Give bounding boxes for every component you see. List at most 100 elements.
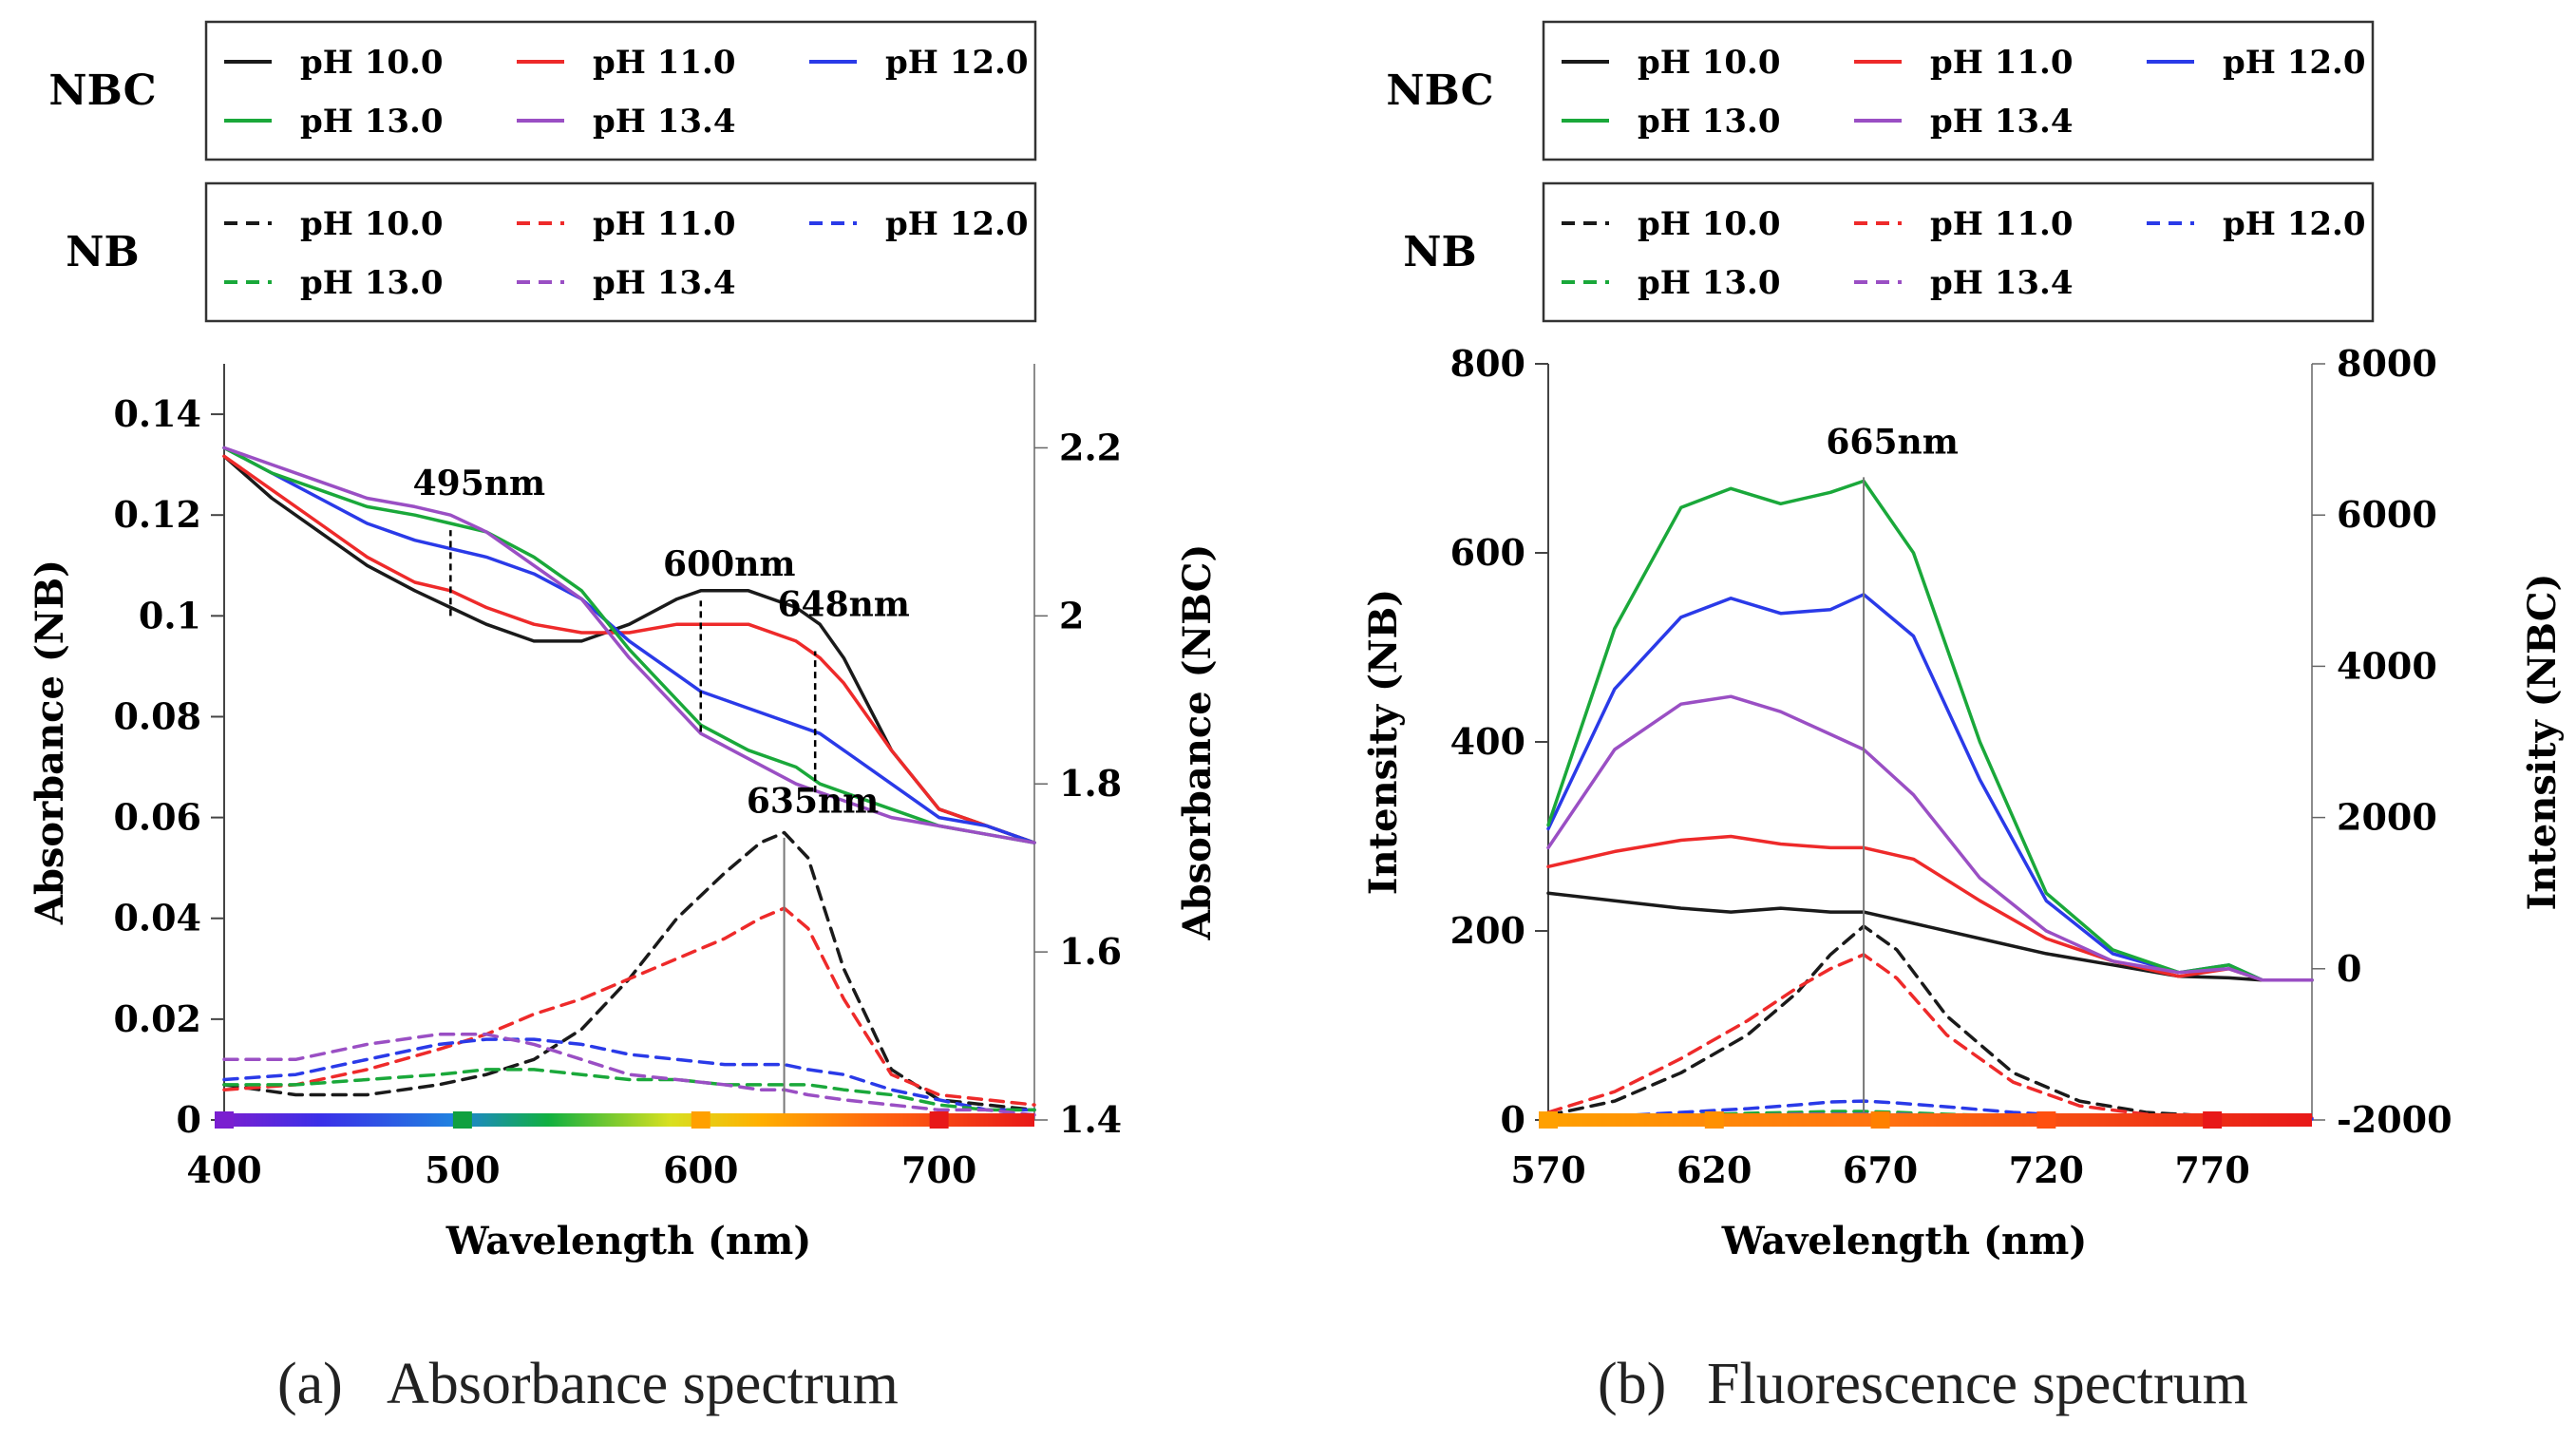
y2-tick-label: 8000: [2337, 342, 2437, 385]
series-line-nbc-100: [1546, 891, 2314, 982]
legend-entry: pH 11.0: [593, 205, 736, 243]
legend-entry: pH 13.4: [593, 264, 736, 302]
x-tick-label: 570: [1510, 1148, 1585, 1191]
legend-group-label: NBC: [48, 66, 156, 115]
legend-entry: pH 11.0: [1930, 44, 2074, 82]
x-tick-label: 700: [901, 1148, 976, 1191]
series-line-nb-100: [222, 830, 1036, 1112]
annotation-label: 600nm: [663, 544, 795, 584]
y2-axis-label: Intensity (NBC): [2520, 574, 2565, 911]
series-line-nbc-130: [222, 446, 1036, 844]
y-tick-label: 0.06: [113, 796, 201, 839]
spectrum-tick-marker: [929, 1111, 949, 1129]
x-tick-label: 670: [1843, 1148, 1918, 1191]
series-line-nb-110: [1546, 953, 2314, 1120]
legend-entry: pH 12.0: [2223, 205, 2366, 243]
legend-box: [204, 20, 1037, 161]
series-line-nbc-130: [1546, 479, 2314, 982]
caption-label: (a): [277, 1352, 343, 1416]
y-tick-label: 0.14: [113, 392, 201, 435]
spectrum-tick-marker: [1870, 1111, 1890, 1129]
y2-tick-label: 2: [1059, 594, 1084, 636]
annotation-label: 495nm: [413, 464, 545, 503]
annotation-label: 648nm: [777, 584, 909, 624]
axes: 0 200 400 600 800 -2000 0 2000 4000 6000 8000 570 62…: [1361, 342, 2565, 1263]
y2-tick-label: 6000: [2337, 493, 2437, 536]
legend-entry: pH 12.0: [885, 205, 1029, 243]
annotations: 665nm: [1826, 423, 1959, 1120]
series-group: [222, 446, 1036, 1117]
y-tick-label: 600: [1450, 531, 1525, 574]
legend-entry: pH 10.0: [1638, 205, 1781, 243]
series-line-nbc-120: [222, 446, 1036, 844]
legend-nb: NB pH 10.0 pH 11.0 pH 12.0 pH 13.0 pH 13.4: [66, 181, 1037, 323]
series-line-nbc-100: [222, 454, 1036, 844]
series-group: [1546, 479, 2314, 1121]
legend-entry: pH 10.0: [300, 44, 444, 82]
legend-entry: pH 13.0: [300, 103, 444, 141]
legend-entry: pH 10.0: [300, 205, 444, 243]
legend-entry: pH 13.0: [300, 264, 444, 302]
series-line-nbc-134: [1546, 694, 2314, 982]
y-tick-label: 0: [177, 1098, 201, 1141]
y2-tick-label: 1.4: [1059, 1098, 1122, 1141]
legend-entry: pH 11.0: [593, 44, 736, 82]
y-tick-label: 0.12: [113, 493, 201, 536]
spectrum-tick-marker: [1704, 1111, 1724, 1129]
caption-label: (b): [1598, 1352, 1666, 1416]
legend-nbc: NBC pH 10.0 pH 11.0 pH 12.0 pH 13.0 pH 13.4: [1386, 20, 2375, 161]
y2-tick-label: 2.2: [1059, 426, 1122, 468]
spectrum-gradient-bar: [1548, 1113, 2312, 1127]
legend-box: [1542, 181, 2375, 323]
legend-entry: pH 13.4: [593, 103, 736, 141]
legend-nbc: NBC pH 10.0 pH 11.0 pH 12.0 pH 13.0 pH 13.4: [48, 20, 1037, 161]
caption-text: Absorbance spectrum: [387, 1352, 899, 1416]
legend-entry: pH 12.0: [2223, 44, 2366, 82]
y-tick-label: 0: [1501, 1098, 1525, 1141]
x-axis-label: Wavelength (nm): [445, 1219, 812, 1263]
annotation-label: 635nm: [747, 781, 879, 821]
series-line-nb-134: [222, 1033, 1036, 1117]
spectrum-band: [1539, 1111, 2312, 1129]
legend-entry: pH 13.4: [1930, 103, 2074, 141]
legend-box: [1542, 20, 2375, 161]
spectrum-tick-marker: [691, 1111, 710, 1129]
legend-entry: pH 13.0: [1638, 103, 1781, 141]
legend-entry: pH 13.4: [1930, 264, 2074, 302]
series-line-nbc-110: [1546, 834, 2314, 982]
spectrum-gradient-bar: [224, 1113, 1034, 1127]
x-axis-label: Wavelength (nm): [1721, 1219, 2088, 1263]
spectrum-tick-marker: [1539, 1111, 1558, 1129]
series-line-nbc-120: [1546, 593, 2314, 982]
spectrum-tick-marker: [452, 1111, 472, 1129]
x-tick-label: 500: [425, 1148, 500, 1191]
y-tick-label: 0.04: [113, 897, 201, 939]
y-axis-label: Intensity (NB): [1361, 589, 1406, 895]
spectrum-tick-marker: [2036, 1111, 2056, 1129]
y-tick-label: 0.08: [113, 694, 201, 737]
legend-entry: pH 10.0: [1638, 44, 1781, 82]
y2-axis-label: Absorbance (NBC): [1175, 544, 1220, 941]
annotation-label: 665nm: [1826, 423, 1958, 463]
series-line-nbc-110: [222, 454, 1036, 844]
caption-text: Fluorescence spectrum: [1707, 1352, 2248, 1416]
x-tick-label: 720: [2009, 1148, 2084, 1191]
series-line-nbc-134: [222, 446, 1036, 844]
series-line-nb-120: [1546, 1099, 2314, 1121]
x-tick-label: 620: [1676, 1148, 1752, 1191]
y2-tick-label: 1.6: [1059, 930, 1122, 973]
legend-group-label: NBC: [1386, 66, 1493, 115]
legend-box: [204, 181, 1037, 323]
series-line-nb-110: [222, 906, 1036, 1107]
x-tick-label: 400: [186, 1148, 261, 1191]
y-axis-label: Absorbance (NB): [28, 560, 72, 925]
legend-nb: NB pH 10.0 pH 11.0 pH 12.0 pH 13.0 pH 13.4: [1403, 181, 2375, 323]
y-tick-label: 0.02: [113, 997, 201, 1040]
y-tick-label: 800: [1450, 342, 1525, 385]
y-tick-label: 0.1: [139, 594, 201, 636]
y-tick-label: 400: [1450, 720, 1525, 763]
series-line-nb-130: [222, 1068, 1036, 1112]
